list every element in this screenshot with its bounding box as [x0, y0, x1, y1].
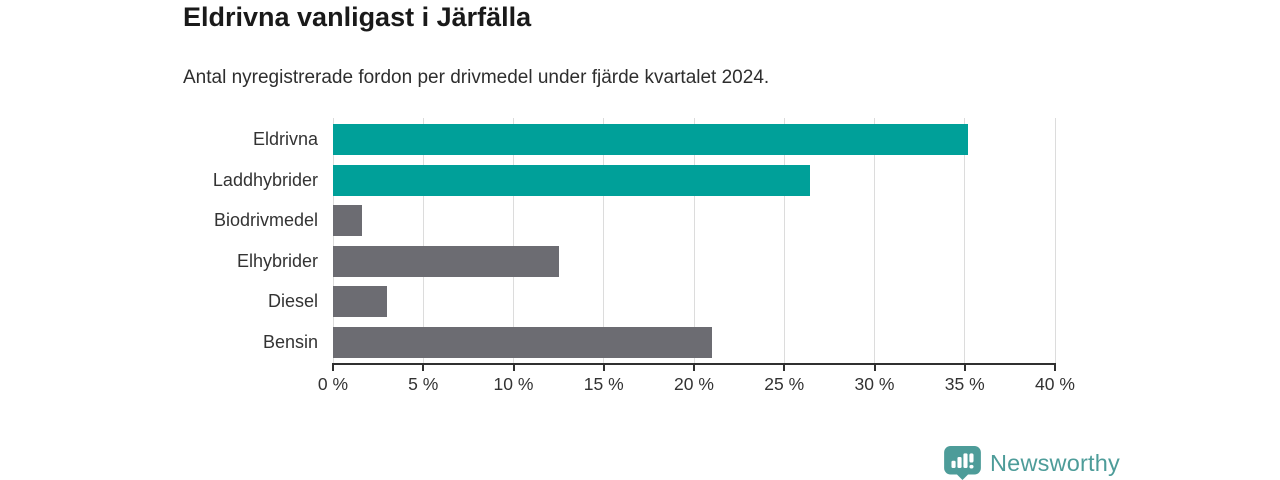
x-axis-tick [783, 363, 786, 371]
bar-bensin [333, 327, 713, 358]
x-axis-tick [963, 363, 966, 371]
x-axis-tick [693, 363, 695, 371]
x-axis-tick [332, 363, 334, 371]
newsworthy-logo: Newsworthy [944, 446, 1120, 480]
bar-biodrivmedel [333, 205, 362, 236]
x-axis-tick-label: 35 % [944, 374, 985, 394]
x-axis-tick [602, 363, 605, 371]
x-axis-tick [512, 363, 515, 371]
x-axis-tick-label: 25 % [764, 374, 805, 394]
gridline [874, 118, 875, 363]
newsworthy-logo-text: Newsworthy [990, 449, 1120, 476]
gridline [513, 118, 514, 363]
gridline [603, 118, 605, 363]
chart-subtitle: Antal nyregistrerade fordon per drivmede… [183, 67, 770, 88]
x-axis-tick [873, 363, 876, 371]
gridline [693, 118, 695, 363]
gridline [1054, 118, 1056, 363]
bar-elhybrider [333, 246, 559, 277]
x-axis-tick [422, 363, 425, 371]
x-axis-tick-label: 40 % [1035, 374, 1075, 394]
x-axis-tick-label: 30 % [854, 374, 895, 394]
category-label: Bensin [262, 332, 318, 352]
gridline [783, 118, 785, 363]
x-axis-tick-label: 20 % [674, 374, 714, 394]
newsworthy-logo-icon [944, 446, 981, 480]
x-axis-tick-label: 0 % [317, 374, 349, 394]
chart-title: Eldrivna vanligast i Järfälla [183, 2, 532, 32]
category-label: Eldrivna [252, 129, 318, 149]
bar-laddhybrider [333, 165, 810, 196]
category-label: Biodrivmedel [213, 210, 318, 230]
category-label: Diesel [267, 291, 318, 311]
gridline [964, 118, 966, 363]
category-label: Laddhybrider [212, 170, 318, 190]
bar-eldrivna [333, 124, 969, 155]
x-axis-tick-label: 15 % [583, 374, 624, 394]
gridline [422, 118, 424, 363]
bar-diesel [333, 286, 388, 317]
category-label: Elhybrider [236, 251, 318, 271]
gridline [332, 118, 334, 363]
x-axis-tick-label: 5 % [408, 374, 439, 394]
x-axis-tick-label: 10 % [493, 374, 534, 394]
x-axis-tick [1054, 363, 1056, 371]
